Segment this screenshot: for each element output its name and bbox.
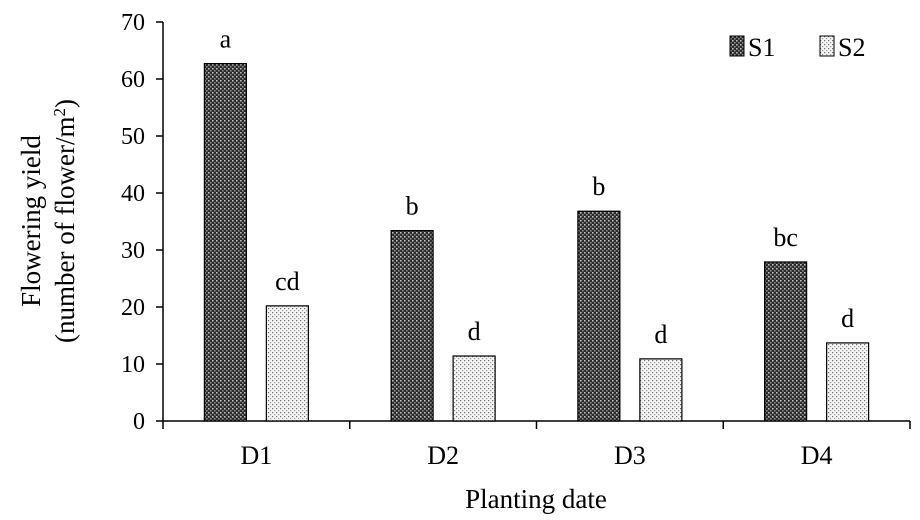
bar-s1-d4	[764, 261, 808, 422]
sig-label-s1-d2: b	[406, 192, 419, 221]
legend-label-s2: S2	[838, 33, 865, 62]
sig-label-s2-d4: d	[841, 304, 854, 333]
legend-swatch-s1	[729, 35, 745, 57]
bar-s2-d1	[265, 305, 309, 422]
y-ticks: 0 10 20 30 40 50 60 70	[121, 10, 163, 435]
x-axis-title: Planting date	[465, 484, 607, 514]
significance-labels: a cd b d b d bc d	[220, 25, 855, 349]
y-tick-label: 20	[121, 295, 145, 321]
sig-label-s2-d2: d	[468, 317, 481, 346]
sig-label-s1-d3: b	[592, 172, 605, 201]
legend-swatch-s2	[819, 35, 835, 57]
legend-label-s1: S1	[748, 33, 775, 62]
legend: S1 S2	[729, 33, 865, 62]
x-tick-label-d1: D1	[240, 441, 272, 470]
bar-s2-d4	[826, 342, 870, 422]
x-tick-label-d4: D4	[801, 441, 833, 470]
y-tick-label: 10	[121, 352, 145, 378]
y-axis-title-superscript: 2	[50, 108, 69, 117]
bar-s2-d3	[639, 358, 683, 422]
y-axis-title: Flowering yield (number of flower/m2)	[16, 99, 80, 343]
y-tick-label: 40	[121, 181, 145, 207]
bar-s2-d2	[452, 355, 496, 422]
y-axis-title-line1: Flowering yield	[16, 135, 46, 307]
bar-s1-d1	[203, 63, 247, 422]
sig-label-s2-d1: cd	[275, 267, 300, 296]
y-tick-label: 60	[121, 67, 145, 93]
y-axis-title-line2-suffix: )	[50, 99, 80, 108]
y-axis-title-line2: (number of flower/m2)	[50, 99, 80, 343]
x-ticks: D1 D2 D3 D4	[162, 421, 911, 470]
sig-label-s2-d3: d	[654, 320, 667, 349]
y-tick-label: 70	[121, 10, 145, 36]
sig-label-s1-d1: a	[220, 25, 232, 54]
y-tick-label: 50	[121, 124, 145, 150]
bars	[203, 63, 870, 422]
y-tick-label: 0	[133, 409, 145, 435]
y-tick-label: 30	[121, 238, 145, 264]
sig-label-s1-d4: bc	[773, 223, 798, 252]
bar-s1-d3	[577, 210, 621, 422]
x-tick-label-d3: D3	[614, 441, 646, 470]
bar-s1-d2	[390, 230, 434, 422]
x-tick-label-d2: D2	[427, 441, 459, 470]
y-axis-title-line2-prefix: (number of flower/m	[50, 117, 80, 343]
